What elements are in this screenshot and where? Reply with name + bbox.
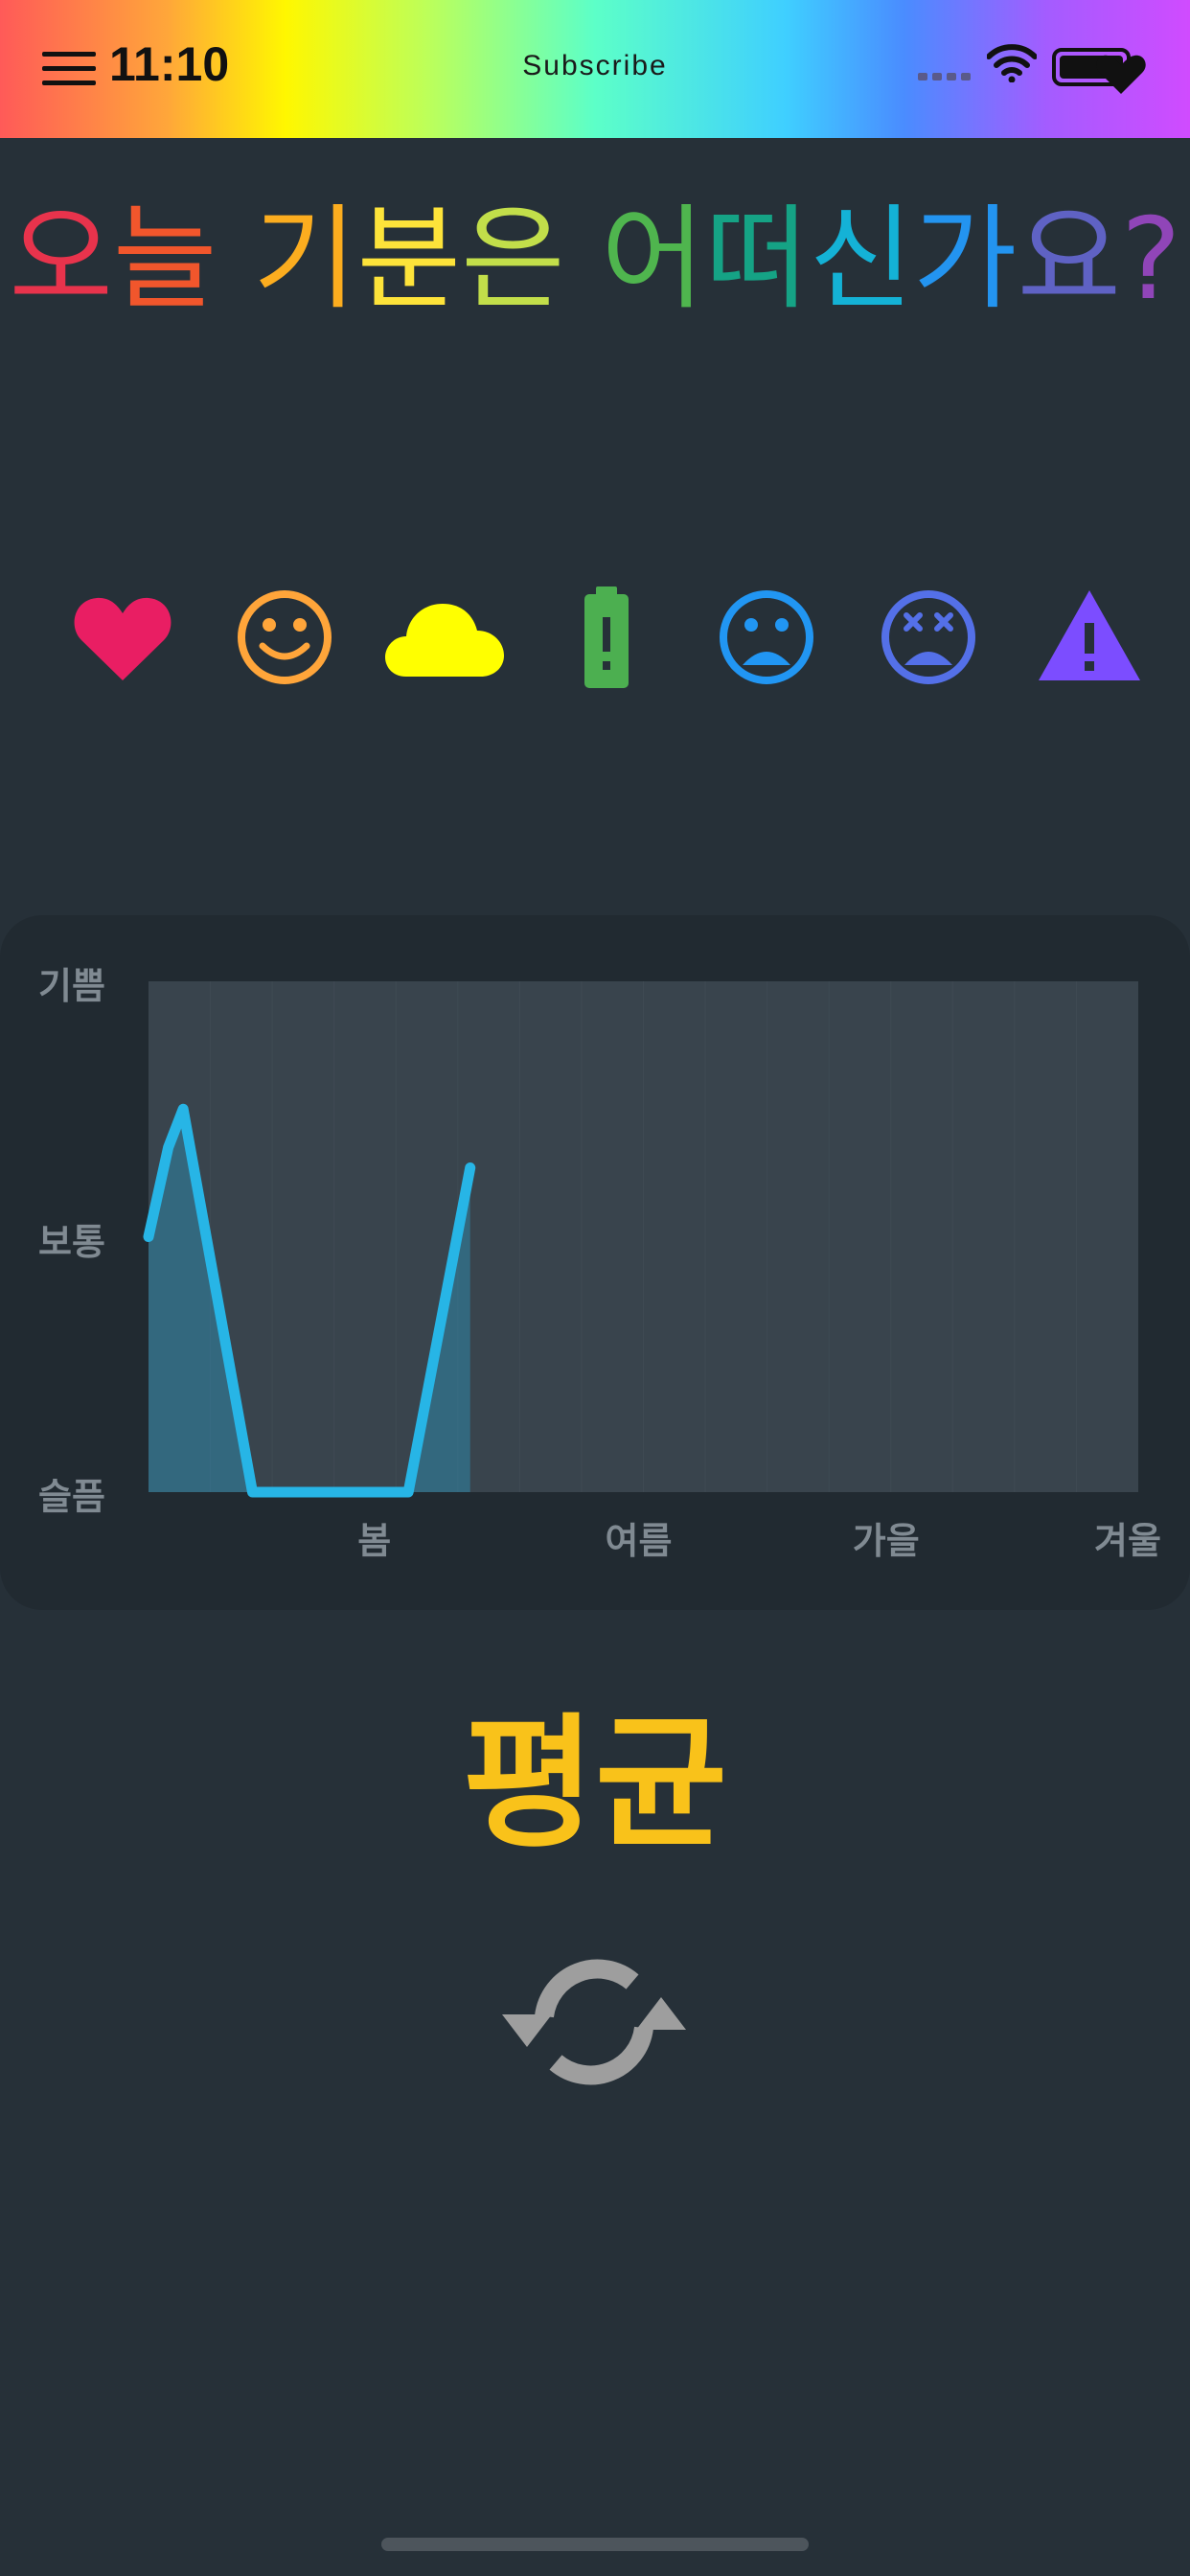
title-char: ? [1121, 193, 1181, 325]
mood-selector [0, 585, 1190, 690]
y-tick-label: 보통 [38, 1220, 105, 1263]
wifi-icon [987, 44, 1037, 82]
heart-icon[interactable] [70, 585, 175, 690]
sad-face-icon[interactable] [714, 585, 819, 690]
title-char: 분 [356, 193, 462, 325]
title-char [217, 192, 253, 326]
x-tick-label: 가을 [852, 1520, 920, 1562]
x-tick-label: 겨울 [1094, 1520, 1161, 1562]
title-char: 늘 [112, 193, 217, 325]
title-char: 신 [809, 193, 913, 325]
battery-icon [1052, 48, 1146, 94]
series-line [143, 1103, 476, 1498]
cloud-icon[interactable] [385, 585, 504, 690]
title-char: 은 [461, 193, 565, 325]
average-label: 평균 [462, 1701, 727, 1868]
title-char [565, 192, 602, 326]
x-tick-label: 봄 [357, 1520, 392, 1562]
y-tick-label: 슬픔 [38, 1476, 105, 1518]
refresh-icon[interactable] [498, 1945, 690, 2099]
dizzy-face-icon[interactable] [876, 585, 981, 690]
y-tick-label: 기쁨 [38, 965, 105, 1007]
subscribe-button[interactable]: Subscribe [522, 50, 668, 81]
status-bar: 11:10 Subscribe [0, 0, 1190, 138]
page-title: 오늘 기분은 어떠신가요? [0, 192, 1190, 326]
title-char: 가 [912, 193, 1018, 325]
title-char: 떠 [704, 193, 810, 325]
x-tick-label: 여름 [605, 1520, 673, 1562]
title-char: 오 [9, 193, 113, 325]
title-char: 요 [1017, 193, 1121, 325]
smile-icon[interactable] [232, 585, 337, 690]
menu-icon[interactable] [42, 52, 96, 86]
battery-alert-icon[interactable] [554, 585, 659, 690]
mood-chart: 슬픔 보통 기쁨 봄 여름 가을 겨울 [0, 915, 1190, 1610]
mood-chart-svg [143, 981, 1138, 1498]
cellular-signal-icon [918, 73, 971, 80]
title-char: 기 [252, 193, 357, 325]
home-indicator [381, 2538, 809, 2551]
series-area [149, 1109, 470, 1492]
status-time: 11:10 [109, 37, 230, 91]
title-char: 어 [601, 193, 705, 325]
warning-icon[interactable] [1037, 585, 1142, 690]
